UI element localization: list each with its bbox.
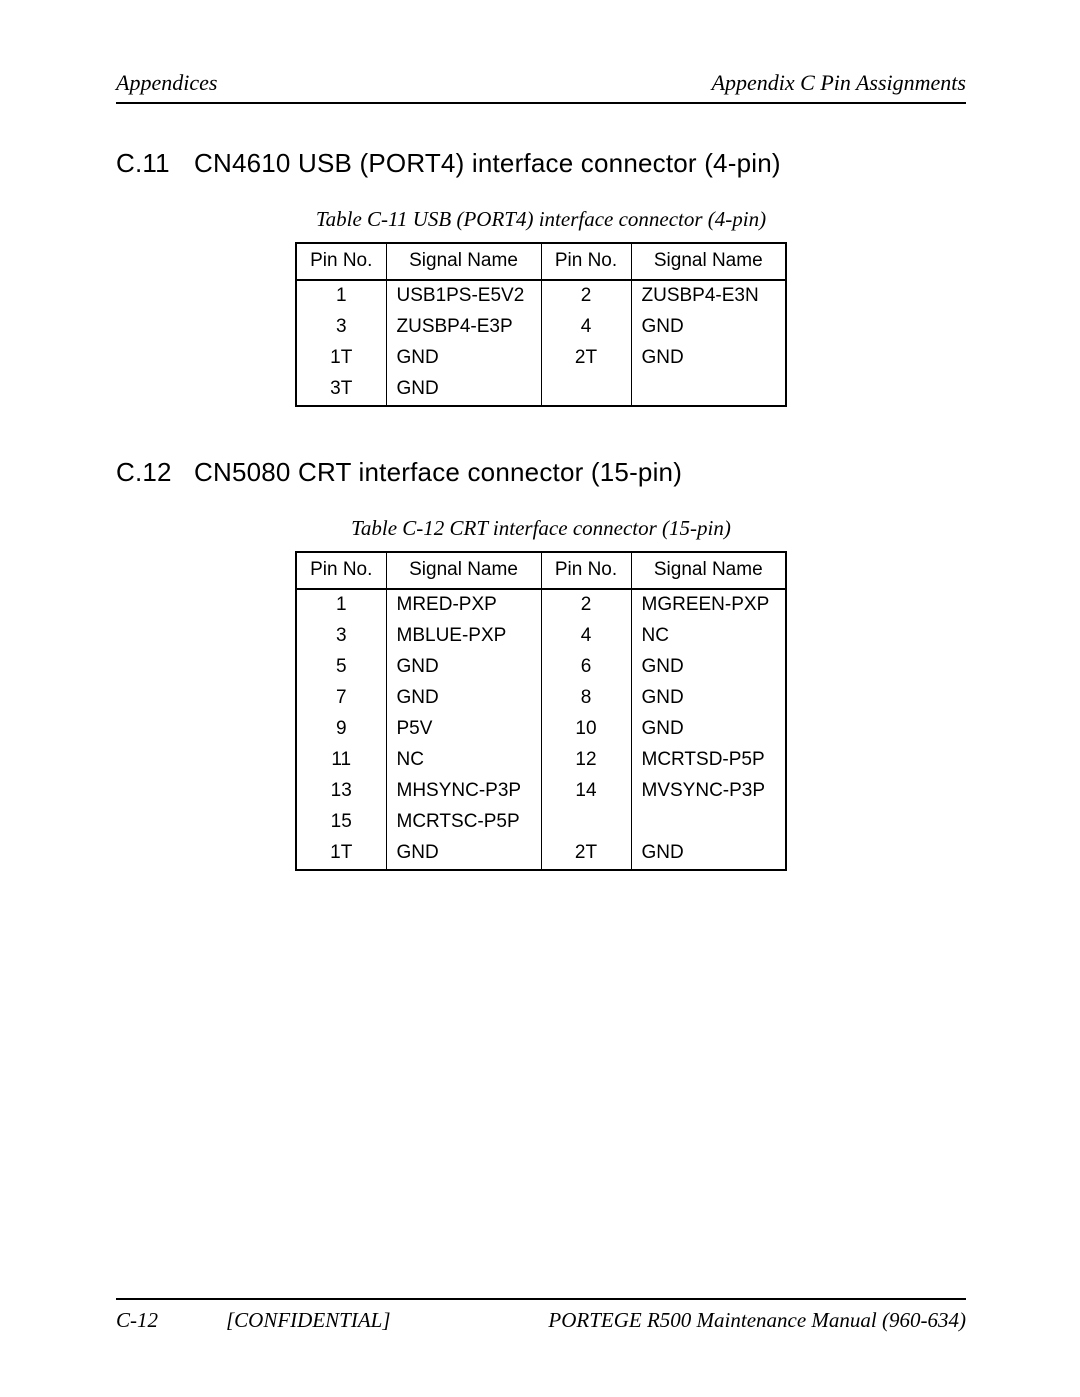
pin-number-cell: 11 xyxy=(296,745,386,776)
pin-number-cell: 4 xyxy=(541,312,631,343)
signal-name-cell: GND xyxy=(631,312,786,343)
column-header: Pin No. xyxy=(296,552,386,589)
signal-name-cell: USB1PS-E5V2 xyxy=(386,280,541,312)
footer-manual-title: PORTEGE R500 Maintenance Manual (960-634… xyxy=(548,1308,966,1333)
pin-number-cell: 1T xyxy=(296,838,386,870)
signal-name-cell: P5V xyxy=(386,714,541,745)
pin-number-cell: 1 xyxy=(296,280,386,312)
section-c12-title: C.12CN5080 CRT interface connector (15-p… xyxy=(116,457,966,488)
table-row: 3MBLUE-PXP4NC xyxy=(296,621,786,652)
signal-name-cell: ZUSBP4-E3P xyxy=(386,312,541,343)
signal-name-cell: GND xyxy=(631,683,786,714)
section-text: CN4610 USB (PORT4) interface connector (… xyxy=(194,148,781,178)
pin-number-cell: 2 xyxy=(541,280,631,312)
footer-confidential: [CONFIDENTIAL] xyxy=(226,1308,391,1333)
pin-number-cell: 2 xyxy=(541,589,631,621)
pin-number-cell: 12 xyxy=(541,745,631,776)
pin-number-cell: 13 xyxy=(296,776,386,807)
column-header: Pin No. xyxy=(296,243,386,280)
table-c12-caption: Table C-12 CRT interface connector (15-p… xyxy=(116,516,966,541)
signal-name-cell: GND xyxy=(386,652,541,683)
pin-number-cell: 2T xyxy=(541,343,631,374)
pin-number-cell: 7 xyxy=(296,683,386,714)
pin-number-cell: 1T xyxy=(296,343,386,374)
signal-name-cell: GND xyxy=(386,838,541,870)
pin-number-cell: 10 xyxy=(541,714,631,745)
signal-name-cell: GND xyxy=(386,343,541,374)
signal-name-cell: MGREEN-PXP xyxy=(631,589,786,621)
table-row: 3ZUSBP4-E3P4GND xyxy=(296,312,786,343)
table-row: 1USB1PS-E5V22ZUSBP4-E3N xyxy=(296,280,786,312)
signal-name-cell: GND xyxy=(386,683,541,714)
column-header: Signal Name xyxy=(386,552,541,589)
section-number: C.12 xyxy=(116,457,194,488)
pin-number-cell: 3 xyxy=(296,621,386,652)
pin-number-cell: 2T xyxy=(541,838,631,870)
pin-number-cell: 9 xyxy=(296,714,386,745)
signal-name-cell: MRED-PXP xyxy=(386,589,541,621)
table-c12: Pin No.Signal NamePin No.Signal Name1MRE… xyxy=(295,551,787,871)
table-row: 1TGND2TGND xyxy=(296,343,786,374)
pin-number-cell: 4 xyxy=(541,621,631,652)
section-number: C.11 xyxy=(116,148,194,179)
pin-number-cell: 5 xyxy=(296,652,386,683)
pin-number-cell: 3T xyxy=(296,374,386,406)
column-header: Pin No. xyxy=(541,243,631,280)
signal-name-cell: MVSYNC-P3P xyxy=(631,776,786,807)
signal-name-cell xyxy=(631,374,786,406)
signal-name-cell: MCRTSD-P5P xyxy=(631,745,786,776)
section-c11-title: C.11CN4610 USB (PORT4) interface connect… xyxy=(116,148,966,179)
table-c11: Pin No.Signal NamePin No.Signal Name1USB… xyxy=(295,242,787,407)
pin-number-cell: 3 xyxy=(296,312,386,343)
signal-name-cell: GND xyxy=(631,714,786,745)
pin-number-cell: 6 xyxy=(541,652,631,683)
table-row: 1MRED-PXP2MGREEN-PXP xyxy=(296,589,786,621)
table-row: 13MHSYNC-P3P14MVSYNC-P3P xyxy=(296,776,786,807)
page-header: Appendices Appendix C Pin Assignments xyxy=(116,70,966,104)
column-header: Pin No. xyxy=(541,552,631,589)
signal-name-cell: ZUSBP4-E3N xyxy=(631,280,786,312)
table-row: 15MCRTSC-P5P xyxy=(296,807,786,838)
pin-number-cell: 15 xyxy=(296,807,386,838)
column-header: Signal Name xyxy=(631,243,786,280)
signal-name-cell: MCRTSC-P5P xyxy=(386,807,541,838)
page-footer: C-12 [CONFIDENTIAL] PORTEGE R500 Mainten… xyxy=(116,1298,966,1333)
column-header: Signal Name xyxy=(631,552,786,589)
pin-number-cell: 8 xyxy=(541,683,631,714)
table-row: 11NC12MCRTSD-P5P xyxy=(296,745,786,776)
header-right: Appendix C Pin Assignments xyxy=(712,70,966,96)
pin-number-cell xyxy=(541,374,631,406)
header-left: Appendices xyxy=(116,70,217,96)
signal-name-cell: GND xyxy=(631,652,786,683)
table-c11-caption: Table C-11 USB (PORT4) interface connect… xyxy=(116,207,966,232)
signal-name-cell xyxy=(631,807,786,838)
signal-name-cell: GND xyxy=(386,374,541,406)
table-row: 1TGND2TGND xyxy=(296,838,786,870)
signal-name-cell: NC xyxy=(386,745,541,776)
signal-name-cell: MBLUE-PXP xyxy=(386,621,541,652)
signal-name-cell: MHSYNC-P3P xyxy=(386,776,541,807)
signal-name-cell: NC xyxy=(631,621,786,652)
pin-number-cell xyxy=(541,807,631,838)
table-row: 5GND6GND xyxy=(296,652,786,683)
pin-number-cell: 1 xyxy=(296,589,386,621)
column-header: Signal Name xyxy=(386,243,541,280)
footer-page-number: C-12 xyxy=(116,1308,226,1333)
section-text: CN5080 CRT interface connector (15-pin) xyxy=(194,457,682,487)
signal-name-cell: GND xyxy=(631,838,786,870)
pin-number-cell: 14 xyxy=(541,776,631,807)
signal-name-cell: GND xyxy=(631,343,786,374)
table-row: 3TGND xyxy=(296,374,786,406)
table-row: 9P5V10GND xyxy=(296,714,786,745)
table-row: 7GND8GND xyxy=(296,683,786,714)
